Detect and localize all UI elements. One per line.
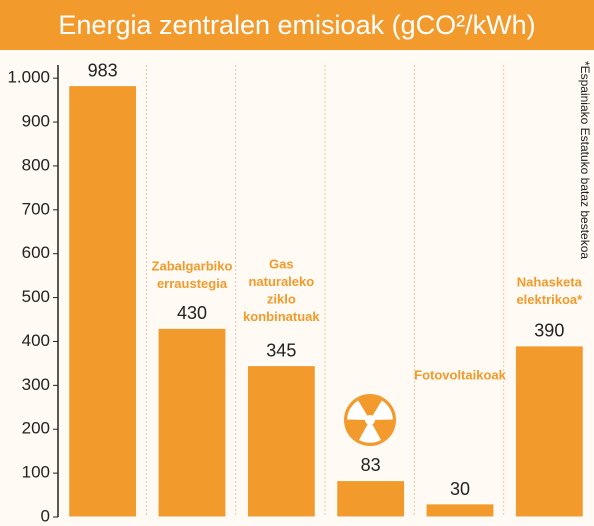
category-label: Nahasketa <box>517 274 583 289</box>
category-label: erraustegia <box>157 276 228 291</box>
bar <box>426 504 494 517</box>
chart: Energia zentralen emisioak (gCO²/kWh) *E… <box>0 0 594 526</box>
y-tick-label: 1.000 <box>7 68 50 87</box>
category-label: termikoak <box>72 154 134 169</box>
y-tick-label: 900 <box>22 112 50 131</box>
y-tick-label: 800 <box>22 155 50 174</box>
y-tick-label: 400 <box>22 331 50 350</box>
y-tick-label: 0 <box>41 506 50 525</box>
value-label: 345 <box>266 340 296 360</box>
radiation-icon <box>344 394 396 446</box>
bar <box>515 346 583 517</box>
bar <box>158 328 226 517</box>
category-label: Zabalgarbiko <box>152 258 233 273</box>
y-tick-label: 300 <box>22 375 50 394</box>
y-tick-label: 600 <box>22 243 50 262</box>
value-label: 30 <box>450 479 470 499</box>
category-label: bidezko <box>78 137 126 152</box>
bar <box>247 366 315 517</box>
category-label: Gas <box>269 256 294 271</box>
category-label: elektrikoa* <box>516 292 583 307</box>
value-label: 430 <box>177 303 207 323</box>
category-label: Ikatz <box>88 119 117 134</box>
footnote: *Espainiako Estatuko bataz bestekoa <box>578 61 592 259</box>
y-tick-label: 200 <box>22 419 50 438</box>
chart-title: Energia zentralen emisioak (gCO²/kWh) <box>58 10 535 40</box>
category-label: naturaleko <box>248 274 314 289</box>
category-label: ziklo <box>267 291 296 306</box>
category-label: Fotovoltaikoak <box>414 367 507 382</box>
value-label: 983 <box>88 60 118 80</box>
y-tick-label: 700 <box>22 199 50 218</box>
value-label: 83 <box>361 455 381 475</box>
value-label: 390 <box>534 321 564 341</box>
category-label: Nuklearra <box>341 491 402 506</box>
y-tick-label: 100 <box>22 463 50 482</box>
y-tick-label: 500 <box>22 287 50 306</box>
category-label: konbinatuak <box>243 309 320 324</box>
